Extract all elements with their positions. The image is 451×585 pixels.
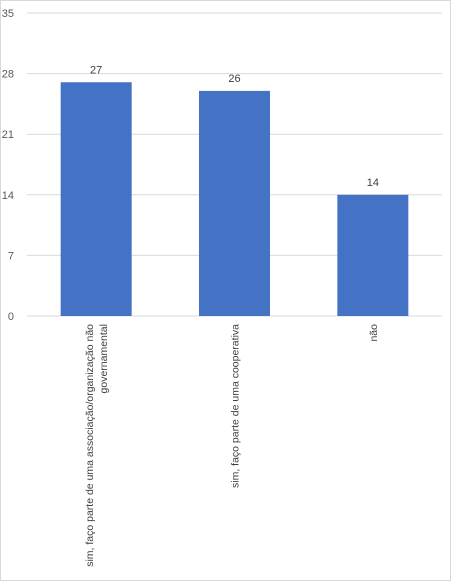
y-tick-label-2: 14	[2, 190, 14, 202]
data-label-2: 14	[367, 177, 379, 189]
y-tick-label-0: 0	[8, 311, 14, 323]
bar-0	[60, 82, 132, 316]
y-tick-label-3: 21	[2, 129, 14, 141]
category-label-2-0: não	[368, 324, 380, 342]
data-label-0: 27	[90, 64, 102, 76]
bar-1	[199, 90, 270, 317]
y-tick-label-5: 35	[2, 8, 14, 20]
category-label-1-0: sim, faço parte de uma cooperativa	[230, 324, 242, 488]
bar-2	[337, 194, 409, 316]
category-label-0-0: sim, faço parte de uma associação/organi…	[84, 324, 96, 567]
category-label-0-1: governamental	[98, 324, 110, 393]
y-tick-label-1: 7	[8, 250, 14, 262]
data-label-1: 26	[228, 73, 240, 85]
y-tick-label-4: 28	[2, 69, 14, 81]
